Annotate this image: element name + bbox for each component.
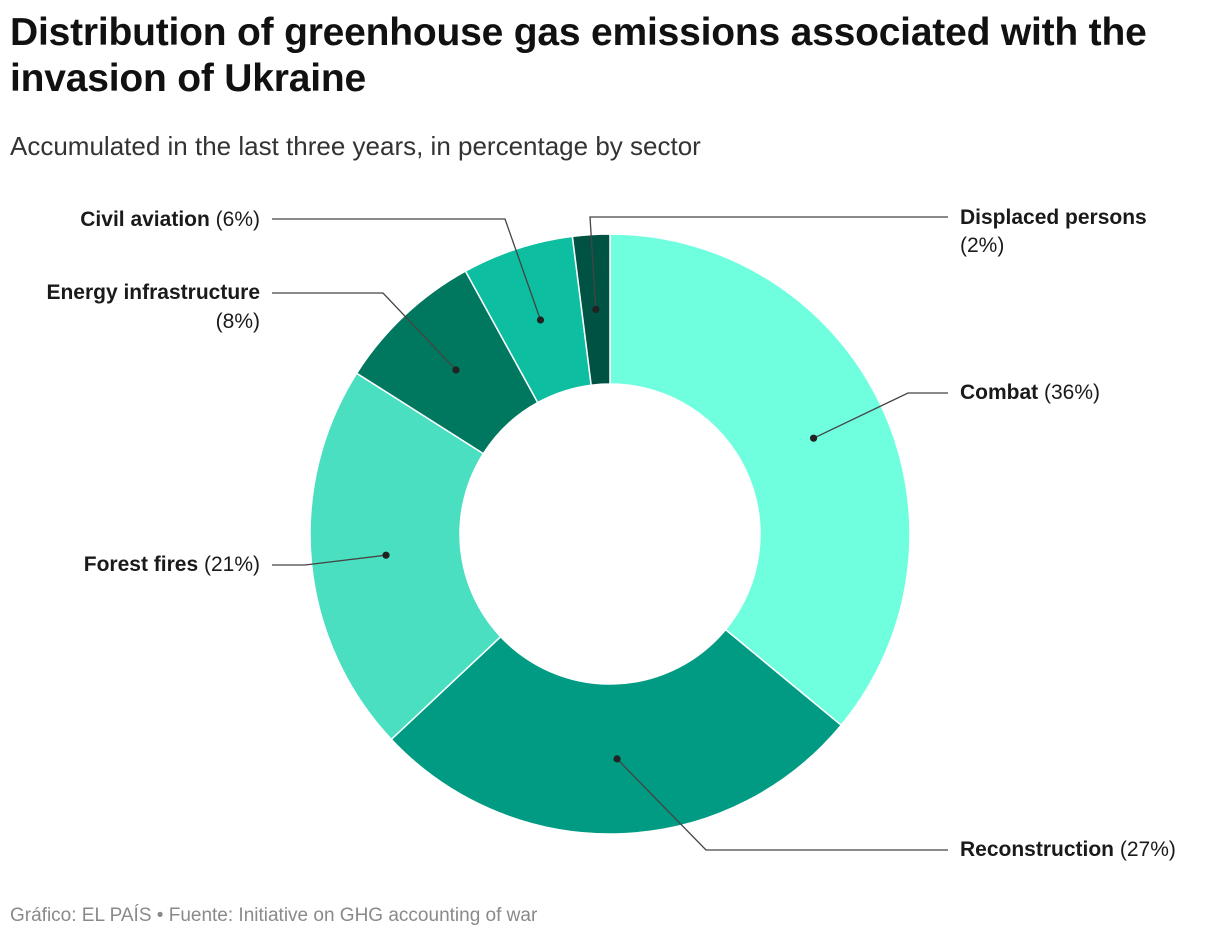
label-displaced-persons: Displaced persons (2%): [960, 206, 1147, 257]
label-name: Civil aviation: [80, 208, 210, 231]
chart-subtitle: Accumulated in the last three years, in …: [10, 131, 701, 161]
label-name: Energy infrastructure: [46, 281, 260, 304]
label-combat: Combat (36%): [960, 381, 1100, 404]
leader-dot-combat: [809, 434, 818, 442]
label-name: Forest fires: [84, 553, 198, 576]
leader-line-reconstruction: [616, 758, 948, 851]
label-name: Reconstruction: [960, 838, 1114, 861]
slice-forest-fires: [309, 372, 502, 741]
leader-lines-layer: [272, 216, 948, 851]
label-value: (6%): [210, 208, 260, 231]
label-value: (8%): [216, 310, 260, 333]
label-reconstruction: Reconstruction (27%): [960, 838, 1176, 861]
label-name: Combat: [960, 381, 1038, 404]
leader-dot-forest-fires: [382, 551, 390, 559]
leader-dot-energy-infrastructure: [452, 366, 460, 374]
slices-layer: [309, 233, 911, 835]
label-value: (36%): [1038, 381, 1100, 404]
label-value: (27%): [1114, 838, 1176, 861]
leader-line-forest-fires: [272, 554, 387, 566]
label-name: Displaced persons: [960, 206, 1147, 229]
labels-layer: Combat (36%) Reconstruction (27%) Forest f…: [46, 206, 1175, 861]
leader-line-combat: [813, 392, 948, 439]
leader-line-displaced-persons: [589, 216, 948, 310]
label-civil-aviation: Civil aviation (6%): [80, 208, 260, 231]
label-forest-fires: Forest fires (21%): [84, 553, 260, 576]
chart-title: Distribution of greenhouse gas emissions…: [10, 11, 1147, 100]
slice-combat: [609, 233, 911, 727]
leader-dot-reconstruction: [613, 755, 621, 763]
source-note: Gráfico: EL PAÍS • Fuente: Initiative on…: [10, 905, 538, 926]
leader-dot-displaced-persons: [592, 305, 600, 314]
label-energy-infrastructure: Energy infrastructure (8%): [46, 281, 260, 333]
leader-dot-civil-aviation: [536, 316, 545, 324]
leader-line-energy-infrastructure: [272, 292, 457, 371]
label-value: (21%): [198, 553, 260, 576]
leader-line-civil-aviation: [272, 218, 542, 321]
slice-displaced-persons: [571, 233, 611, 387]
label-value: (2%): [960, 234, 1004, 257]
slice-reconstruction: [390, 628, 843, 835]
